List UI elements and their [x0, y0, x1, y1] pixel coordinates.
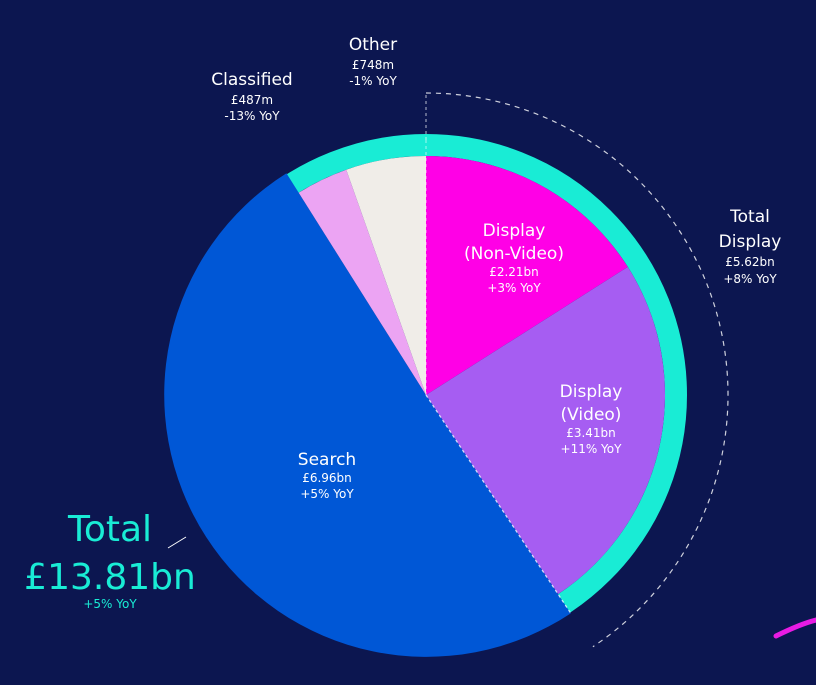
slice-value-4: £748m — [352, 58, 394, 72]
slice-value-0: £2.21bn — [489, 265, 539, 279]
group-label-line-1: Total — [729, 207, 770, 227]
slice-change-2: +5% YoY — [300, 487, 354, 501]
total-value: £13.81bn — [24, 557, 196, 598]
pie-slice-3 — [298, 169, 426, 395]
group-label-line-2: Display — [719, 232, 782, 252]
slice-label-0: Display — [483, 221, 546, 241]
slice-label-2: Search — [298, 450, 356, 470]
group-change: +8% YoY — [723, 272, 777, 286]
total-change: +5% YoY — [83, 597, 137, 611]
group-value: £5.62bn — [725, 255, 775, 269]
slice-change-0: +3% YoY — [487, 281, 541, 295]
slice-change-3: -13% YoY — [224, 109, 280, 123]
slice-value-1: £3.41bn — [566, 426, 616, 440]
total-leader-line — [167, 536, 187, 549]
slice-change-4: -1% YoY — [349, 74, 397, 88]
slice-label-4: Other — [349, 35, 397, 55]
total-display-bracket — [425, 92, 729, 648]
slice-label-3: Classified — [211, 70, 292, 90]
slice-label-0: (Non-Video) — [464, 244, 564, 264]
total-title: Total — [67, 509, 152, 550]
slice-label-1: (Video) — [561, 405, 622, 425]
slice-label-1: Display — [560, 382, 623, 402]
slice-change-1: +11% YoY — [561, 442, 623, 456]
slice-value-2: £6.96bn — [302, 471, 352, 485]
pie-slice-4 — [346, 156, 426, 395]
slice-value-3: £487m — [231, 93, 273, 107]
pie-slice-0 — [426, 156, 628, 395]
display-divider-line — [425, 394, 572, 614]
pie-slice-2 — [164, 173, 571, 657]
pie-slice-1 — [426, 266, 665, 595]
decorative-stroke — [773, 617, 816, 639]
